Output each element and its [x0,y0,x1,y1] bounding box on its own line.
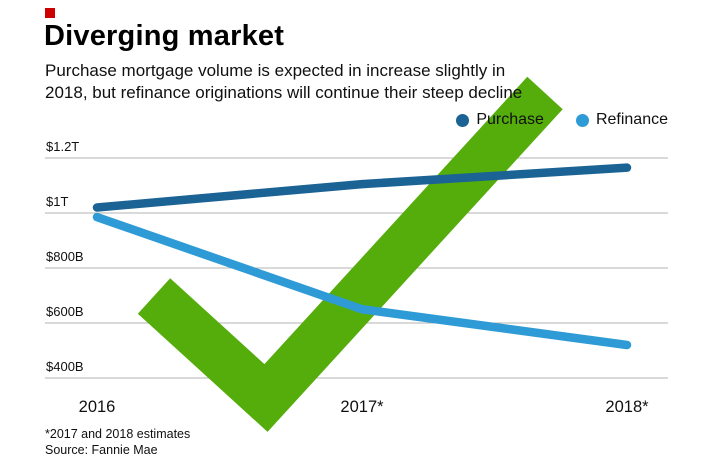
legend-item-purchase: Purchase [456,111,544,129]
refinance-line [92,212,632,350]
y-tick-label: $600B [46,304,84,319]
legend-dot-refinance [575,113,589,127]
x-tick-label: 2016 [79,398,116,416]
footnote-estimates: *2017 and 2018 estimates [45,427,191,441]
purchase-line [92,163,632,212]
legend-label-purchase: Purchase [476,111,544,128]
legend: Purchase Refinance [456,111,668,129]
green-checkmark [137,76,563,432]
legend-label-refinance: Refinance [595,111,668,128]
chart-subtitle-line2: 2018, but refinance originations will co… [45,83,523,102]
y-tick-label: $1.2T [46,139,79,154]
y-tick-label: $800B [46,249,84,264]
brand-accent-square [45,8,55,18]
footnote-source: Source: Fannie Mae [45,443,158,457]
chart-subtitle-line1: Purchase mortgage volume is expected in … [45,61,506,80]
x-tick-label: 2017* [340,398,384,416]
legend-item-refinance: Refinance [575,111,668,129]
x-tick-label: 2018* [605,398,649,416]
legend-dot-purchase [456,113,470,127]
y-tick-label: $400B [46,359,84,374]
y-tick-label: $1T [46,194,68,209]
chart-subtitle: Purchase mortgage volume is expected in … [45,60,522,104]
chart-title: Diverging market [44,20,285,52]
